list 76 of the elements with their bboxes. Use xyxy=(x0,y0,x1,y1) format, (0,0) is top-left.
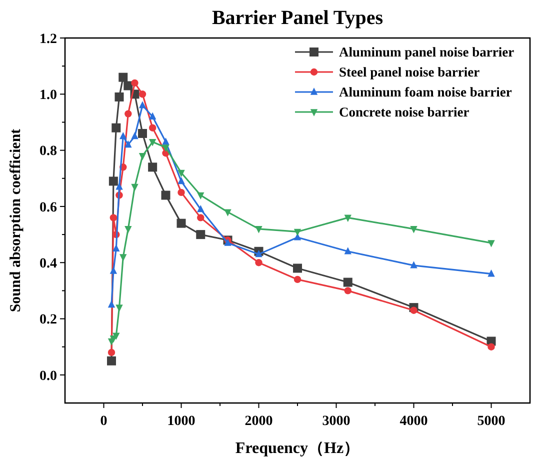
point xyxy=(224,209,232,216)
y-tick-label: 0.6 xyxy=(40,200,57,216)
point xyxy=(162,144,170,152)
point xyxy=(255,226,262,234)
point xyxy=(343,278,352,287)
point xyxy=(124,110,132,118)
x-tick-label: 2000 xyxy=(244,414,273,429)
point xyxy=(120,254,127,262)
point xyxy=(118,72,128,82)
point xyxy=(410,261,418,268)
point xyxy=(197,204,204,212)
point xyxy=(124,226,132,234)
point xyxy=(294,228,302,236)
legend-label: Steel panel noise barrier xyxy=(339,64,480,80)
point xyxy=(110,266,118,274)
point xyxy=(148,162,158,172)
legend-label: Concrete noise barrier xyxy=(339,104,470,120)
y-tick-label: 1.2 xyxy=(40,32,57,47)
point xyxy=(138,90,146,98)
point xyxy=(196,230,206,240)
point xyxy=(131,132,138,140)
y-tick-label: 0.2 xyxy=(40,312,57,328)
point xyxy=(488,240,495,248)
point xyxy=(131,79,138,87)
point xyxy=(124,81,133,90)
chart-title: Barrier Panel Types xyxy=(212,7,384,29)
point xyxy=(344,247,352,254)
point xyxy=(148,112,156,120)
point xyxy=(138,101,146,108)
point xyxy=(178,188,185,196)
point xyxy=(138,153,146,160)
point xyxy=(410,226,418,234)
point xyxy=(344,287,352,294)
x-tick-label: 1000 xyxy=(167,414,196,429)
point xyxy=(120,132,127,140)
x-axis-title: Frequency（Hz） xyxy=(235,440,360,457)
point xyxy=(112,123,121,132)
y-tick-label: 0.8 xyxy=(40,144,57,160)
point xyxy=(488,343,495,350)
x-tick-label: 4000 xyxy=(400,414,428,429)
point xyxy=(116,182,123,190)
point xyxy=(112,332,120,340)
y-tick-label: 1.0 xyxy=(40,88,57,104)
y-axis-title: Sound absorption coefficient xyxy=(8,128,24,312)
point xyxy=(138,128,147,138)
point xyxy=(293,264,302,273)
point xyxy=(108,348,116,356)
point xyxy=(131,184,138,192)
point xyxy=(294,276,302,284)
x-tick-label: 5000 xyxy=(477,414,506,429)
point xyxy=(178,176,185,184)
point xyxy=(344,214,352,222)
point xyxy=(161,190,170,200)
point xyxy=(148,124,156,132)
x-tick-label: 3000 xyxy=(322,414,350,429)
point xyxy=(255,259,262,266)
x-tick-label: 0 xyxy=(100,414,108,429)
point xyxy=(197,192,204,200)
point xyxy=(488,270,495,277)
legend-label: Aluminum foam noise barrier xyxy=(339,84,512,100)
point xyxy=(197,214,204,222)
legend-label: Aluminum panel noise barrier xyxy=(339,44,514,60)
point xyxy=(148,139,156,146)
point xyxy=(178,170,185,178)
point xyxy=(116,304,123,312)
point xyxy=(114,92,124,102)
point xyxy=(176,218,186,228)
point xyxy=(162,138,170,145)
y-tick-label: 0.0 xyxy=(40,368,57,384)
y-tick-label: 0.4 xyxy=(40,256,57,272)
point xyxy=(107,356,116,366)
point xyxy=(124,140,132,148)
point xyxy=(108,176,118,186)
point xyxy=(110,214,118,222)
point xyxy=(255,250,262,258)
point xyxy=(410,306,418,314)
